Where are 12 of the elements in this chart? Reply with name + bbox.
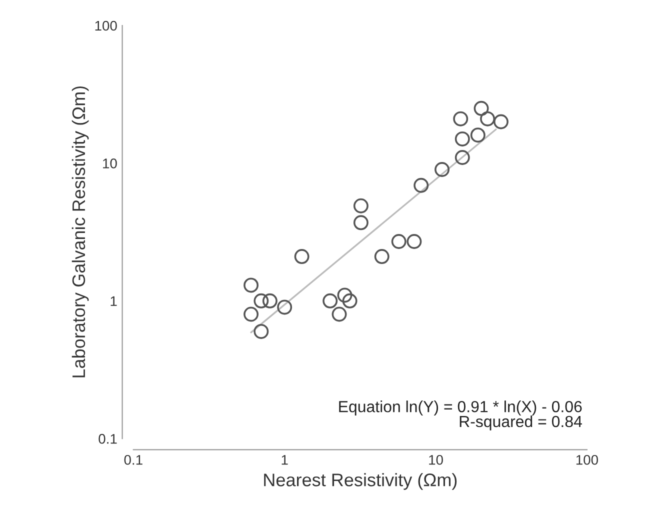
y-axis-title: Laboratory Galvanic Resistivity (Ωm): [72, 86, 89, 378]
x-axis-title: Nearest Resistivity (Ωm): [264, 473, 457, 490]
x-tick-label: 100: [576, 454, 598, 465]
x-tick-label: 10: [429, 454, 443, 465]
x-tick-label: 0.1: [124, 454, 142, 465]
annotation: R-squared = 0.84: [460, 415, 582, 430]
y-tick-label: 10: [103, 158, 117, 168]
annotation: Equation ln(Y) = 0.91 * ln(X) - 0.06: [339, 400, 582, 416]
y-tick-label: 0.1: [98, 434, 117, 444]
y-tick-label: 100: [95, 20, 117, 31]
x-tick-label: 1: [282, 455, 288, 465]
y-tick-label: 1: [110, 296, 117, 306]
